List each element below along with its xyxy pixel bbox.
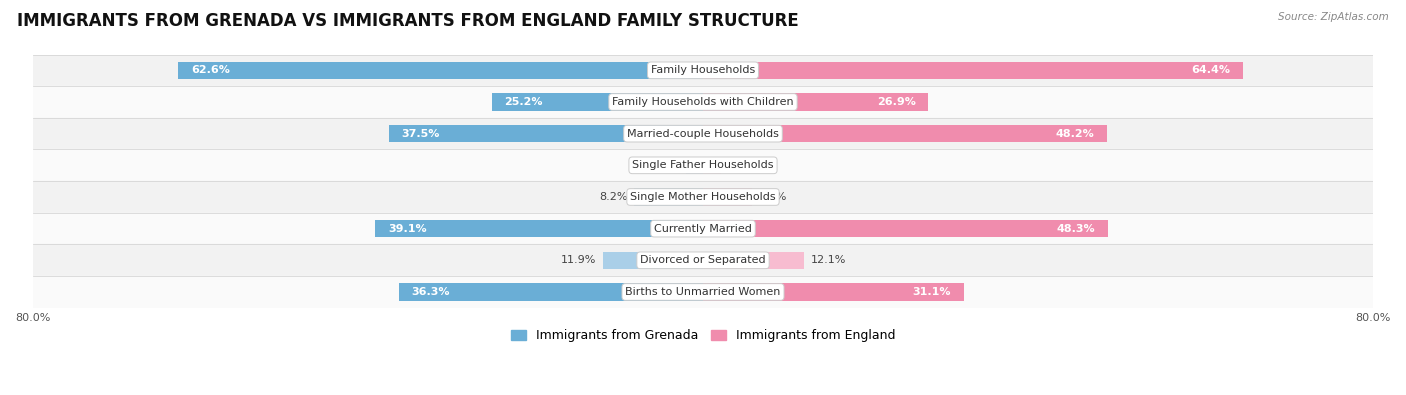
Bar: [399, 283, 703, 301]
Bar: [686, 156, 703, 174]
Text: 2.0%: 2.0%: [651, 160, 679, 170]
Text: Source: ZipAtlas.com: Source: ZipAtlas.com: [1278, 12, 1389, 22]
Bar: [375, 220, 703, 237]
Text: IMMIGRANTS FROM GRENADA VS IMMIGRANTS FROM ENGLAND FAMILY STRUCTURE: IMMIGRANTS FROM GRENADA VS IMMIGRANTS FR…: [17, 12, 799, 30]
Text: 62.6%: 62.6%: [191, 65, 231, 75]
Text: 26.9%: 26.9%: [877, 97, 915, 107]
Bar: [32, 245, 1374, 276]
Text: 48.2%: 48.2%: [1056, 129, 1094, 139]
Bar: [703, 283, 963, 301]
Text: 5.8%: 5.8%: [758, 192, 787, 202]
Text: Currently Married: Currently Married: [654, 224, 752, 234]
Text: 48.3%: 48.3%: [1056, 224, 1095, 234]
Bar: [703, 252, 804, 269]
Text: 36.3%: 36.3%: [412, 287, 450, 297]
Bar: [703, 62, 1243, 79]
Text: Married-couple Households: Married-couple Households: [627, 129, 779, 139]
Bar: [32, 213, 1374, 245]
Bar: [634, 188, 703, 206]
Text: 12.1%: 12.1%: [811, 255, 846, 265]
Text: 2.2%: 2.2%: [728, 160, 756, 170]
Text: 39.1%: 39.1%: [388, 224, 426, 234]
Bar: [703, 220, 1108, 237]
Bar: [492, 93, 703, 111]
Bar: [32, 86, 1374, 118]
Text: 25.2%: 25.2%: [505, 97, 543, 107]
Bar: [32, 118, 1374, 149]
Bar: [703, 156, 721, 174]
Text: 31.1%: 31.1%: [912, 287, 950, 297]
Bar: [32, 55, 1374, 86]
Bar: [603, 252, 703, 269]
Text: Births to Unmarried Women: Births to Unmarried Women: [626, 287, 780, 297]
Text: Single Mother Households: Single Mother Households: [630, 192, 776, 202]
Text: Single Father Households: Single Father Households: [633, 160, 773, 170]
Bar: [703, 188, 752, 206]
Bar: [389, 125, 703, 142]
Bar: [32, 276, 1374, 308]
Text: Family Households: Family Households: [651, 65, 755, 75]
Text: Divorced or Separated: Divorced or Separated: [640, 255, 766, 265]
Bar: [703, 125, 1107, 142]
Bar: [32, 181, 1374, 213]
Text: 64.4%: 64.4%: [1191, 65, 1230, 75]
Text: 37.5%: 37.5%: [401, 129, 440, 139]
Legend: Immigrants from Grenada, Immigrants from England: Immigrants from Grenada, Immigrants from…: [506, 324, 900, 347]
Text: 11.9%: 11.9%: [561, 255, 596, 265]
Bar: [32, 149, 1374, 181]
Text: 8.2%: 8.2%: [599, 192, 627, 202]
Bar: [703, 93, 928, 111]
Text: Family Households with Children: Family Households with Children: [612, 97, 794, 107]
Bar: [179, 62, 703, 79]
